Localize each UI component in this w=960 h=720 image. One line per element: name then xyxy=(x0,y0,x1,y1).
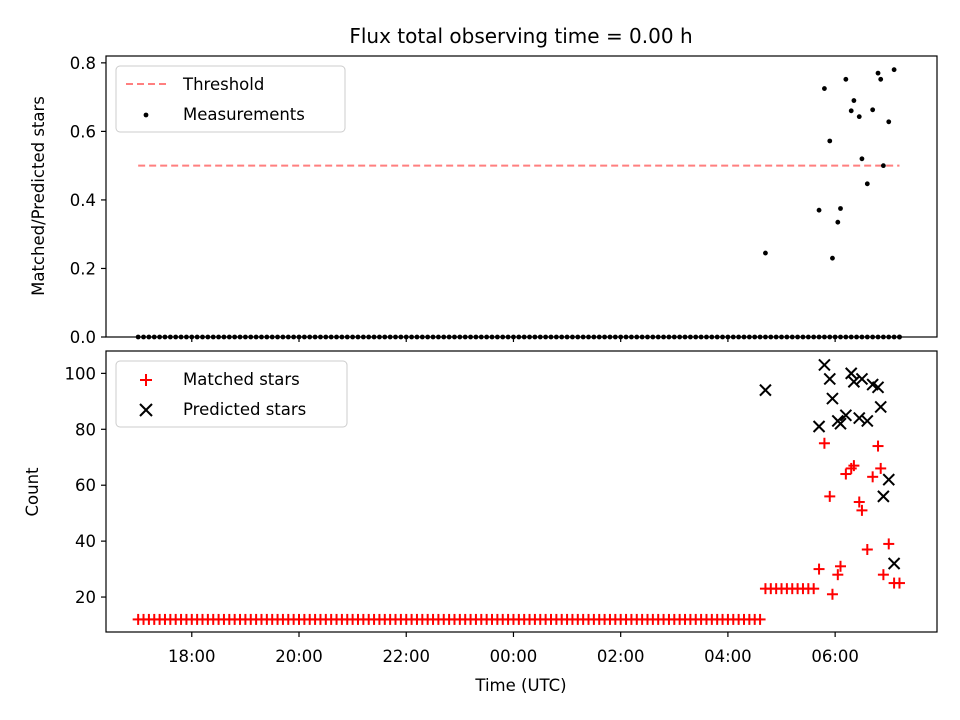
matched-star-point xyxy=(826,588,838,600)
predicted-star-point xyxy=(823,372,836,386)
legend-predicted-swatch xyxy=(139,403,153,417)
matched-stars-points xyxy=(132,437,905,625)
measurement-point xyxy=(859,156,865,162)
matched-star-point xyxy=(856,504,868,516)
measurement-point xyxy=(763,250,768,256)
measurement-point xyxy=(875,70,881,76)
x-tick-label: 02:00 xyxy=(597,647,645,666)
matched-star-point xyxy=(824,490,836,502)
measurement-point xyxy=(822,86,827,91)
matched-star-point xyxy=(832,569,844,581)
matched-star-point xyxy=(853,496,865,508)
legend-matched-label: Matched stars xyxy=(183,370,300,389)
predicted-star-point xyxy=(861,414,874,428)
predicted-star-point xyxy=(759,383,772,397)
y-tick-label-top: 0.6 xyxy=(70,122,96,141)
x-axis-label: Time (UTC) xyxy=(474,676,566,695)
legend-predicted-label: Predicted stars xyxy=(183,400,306,419)
y-ticks-bottom: 20 40 60 80 100 xyxy=(65,364,106,607)
x-tick-label: 18:00 xyxy=(168,647,216,666)
matched-star-point xyxy=(867,471,879,483)
measurement-point xyxy=(838,206,843,211)
measurement-point xyxy=(848,108,854,114)
matched-star-point xyxy=(848,460,860,472)
y-axis-label-bottom: Count xyxy=(23,467,42,517)
measurement-point xyxy=(886,119,892,125)
matched-star-point xyxy=(875,462,887,474)
legend-top: Threshold Measurements xyxy=(115,65,346,133)
matched-star-point xyxy=(818,437,830,449)
legend-measurements-label: Measurements xyxy=(183,105,305,124)
y-tick-label-bottom: 80 xyxy=(75,420,96,439)
legend-box-bottom xyxy=(115,360,348,428)
predicted-star-point xyxy=(882,473,895,486)
predicted-star-point xyxy=(839,409,853,422)
y-tick-label-bottom: 40 xyxy=(75,532,96,551)
measurement-point xyxy=(864,181,870,187)
y-tick-label-bottom: 20 xyxy=(75,588,96,607)
x-tick-label: 22:00 xyxy=(382,647,430,666)
y-tick-label-top: 0.8 xyxy=(70,54,96,73)
predicted-star-point xyxy=(845,367,858,380)
y-tick-label-top: 0.2 xyxy=(70,259,96,278)
x-tick-label: 20:00 xyxy=(275,647,323,666)
predicted-star-point xyxy=(847,375,861,388)
y-axis-label-top: Matched/Predicted stars xyxy=(29,96,48,296)
predicted-star-point xyxy=(834,417,847,430)
predicted-star-point xyxy=(812,420,826,433)
matched-star-point xyxy=(872,440,884,452)
y-tick-label-top: 0.0 xyxy=(70,328,96,347)
x-tick-label: 00:00 xyxy=(490,647,538,666)
measurement-point xyxy=(816,207,822,213)
measurement-point xyxy=(827,138,833,144)
plot-frame-top xyxy=(105,55,938,338)
matched-star-point xyxy=(883,538,895,550)
predicted-star-point xyxy=(874,400,887,414)
measurement-point xyxy=(830,255,835,261)
predicted-star-point xyxy=(818,358,831,372)
predicted-stars-points xyxy=(759,358,901,570)
legend-measurements-swatch xyxy=(143,112,149,118)
predicted-star-point xyxy=(855,372,869,386)
chart-title: Flux total observing time = 0.00 h xyxy=(349,24,692,48)
legend-threshold-label: Threshold xyxy=(182,75,264,94)
legend-box-top xyxy=(115,65,346,133)
plot-area-top xyxy=(135,67,902,340)
plot-area-bottom xyxy=(132,358,905,625)
predicted-star-point xyxy=(853,411,866,425)
matched-star-point xyxy=(893,577,905,589)
matched-star-point xyxy=(861,544,873,556)
predicted-star-point xyxy=(871,381,885,394)
y-tick-label-bottom: 100 xyxy=(65,364,97,383)
y-ticks-top: 0.0 0.2 0.4 0.6 0.8 xyxy=(70,54,106,347)
matched-star-point xyxy=(840,468,852,480)
y-tick-label-bottom: 60 xyxy=(75,476,96,495)
legend-matched-swatch xyxy=(140,374,152,386)
y-tick-label-top: 0.4 xyxy=(70,191,96,210)
panel-top: Flux total observing time = 0.00 h Match… xyxy=(29,24,938,347)
measurement-point xyxy=(880,163,886,169)
measurement-point xyxy=(870,107,876,113)
predicted-star-point xyxy=(826,392,839,405)
matched-star-point xyxy=(754,613,766,625)
matched-star-point xyxy=(813,563,825,575)
measurement-point xyxy=(843,76,849,82)
matched-star-point xyxy=(808,583,820,595)
predicted-star-point xyxy=(877,490,890,503)
measurement-point xyxy=(878,76,884,82)
measurement-point xyxy=(891,67,897,73)
measurement-point xyxy=(851,98,857,103)
legend-bottom: Matched stars Predicted stars xyxy=(115,360,348,428)
x-ticks-bottom: 18:00 20:00 22:00 00:00 02:00 04:00 06:00 xyxy=(168,632,859,666)
panel-bottom: Count Time (UTC) 20 40 60 80 100 18:00 20:00 2… xyxy=(23,350,938,695)
measurement-point xyxy=(835,219,841,225)
matched-star-point xyxy=(877,569,889,581)
x-tick-label: 06:00 xyxy=(811,647,859,666)
x-tick-label: 04:00 xyxy=(704,647,752,666)
measurement-point xyxy=(856,114,862,120)
predicted-star-point xyxy=(887,557,901,570)
plot-frame-bottom xyxy=(105,350,938,633)
matched-star-point xyxy=(834,560,846,572)
